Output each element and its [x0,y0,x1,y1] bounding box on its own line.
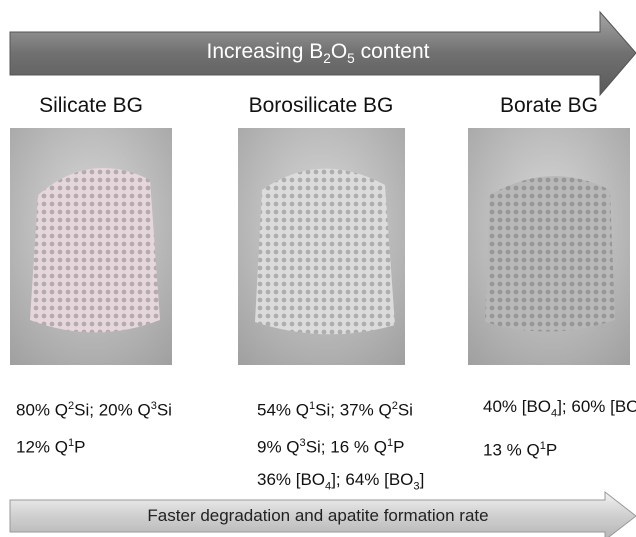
text-run: ]; 64% [BO [331,470,413,489]
text-run: content [355,40,430,63]
column-title: Silicate BG [0,94,201,118]
text-run: Si [157,401,172,420]
arrow-top-label: Increasing B2O5 content [0,40,636,66]
arrow-bottom-label: Faster degradation and apatite formation… [0,506,636,526]
column-title: Borosilicate BG [211,94,431,118]
text-run: ]; 60% [BO [557,397,636,416]
text-run: 36% [BO [257,470,325,489]
text-run: 40% [BO [483,397,551,416]
text-run: Increasing B [207,40,324,63]
text-run: Si; 16 % Q [306,437,387,456]
text-run: 80% Q [16,401,68,420]
figure: Increasing B2O5 content Faster degradati… [0,0,636,537]
photo-borate [468,128,630,365]
composition-line: 12% Q1P [16,427,172,464]
text-run: 13 % Q [483,441,540,460]
composition-line: 9% Q3Si; 16 % Q1P [257,427,424,464]
photo-borosilicate [238,128,405,365]
text-run: ] [420,470,425,489]
text-run: 2 [323,51,331,66]
text-run: 9% Q [257,437,300,456]
text-run: O [331,40,347,63]
composition-line: 13 % Q1P [483,430,636,467]
text-run: P [74,437,85,456]
text-run: P [546,441,557,460]
text-run: Si [398,401,413,420]
text-run: 12% Q [16,437,68,456]
composition-line: 36% [BO4]; 64% [BO3] [257,463,424,503]
text-run: Si; 20% Q [74,401,151,420]
composition: 40% [BO4]; 60% [BO3]13 % Q1P [483,390,636,467]
composition-line: 40% [BO4]; 60% [BO3] [483,390,636,430]
text-run: P [393,437,404,456]
photo-silicate [10,128,172,365]
composition-line: 80% Q2Si; 20% Q3Si [16,390,172,427]
composition-line: 54% Q1Si; 37% Q2Si [257,390,424,427]
column-title: Borate BG [439,94,636,118]
text-run: Si; 37% Q [315,401,392,420]
text-run: 5 [347,51,355,66]
text-run: 54% Q [257,401,309,420]
